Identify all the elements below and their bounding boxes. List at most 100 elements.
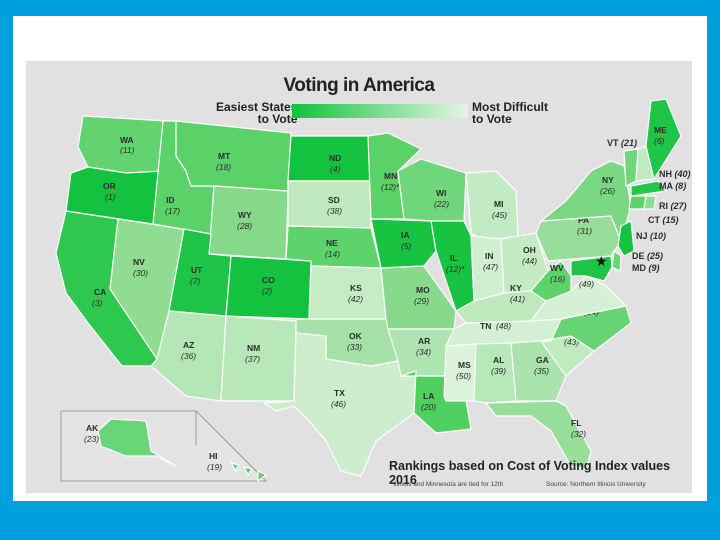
svg-text:(48): (48) [496,321,511,331]
svg-text:(14): (14) [325,249,340,259]
svg-text:(37): (37) [245,354,260,364]
state-ct[interactable] [628,195,647,210]
state-fl[interactable]: FL (32) [484,400,592,470]
state-hi[interactable]: HI (19) [207,451,268,483]
svg-text:(35): (35) [534,366,549,376]
label-ri: RI (27) [659,201,687,211]
svg-text:(50): (50) [456,371,471,381]
svg-text:(46): (46) [331,399,346,409]
state-ks[interactable]: KS (42) [308,265,387,320]
svg-text:WV: WV [550,263,564,273]
svg-text:MN: MN [384,171,397,181]
svg-text:(31): (31) [577,226,592,236]
state-tx[interactable]: TX (46) [262,332,417,477]
us-map: WA (11) OR (1) CA (3) NV (30) ID (17 [55,98,682,483]
state-ia[interactable]: IA (5) [370,218,437,269]
svg-text:IN: IN [485,251,494,261]
svg-text:OR: OR [103,181,116,191]
state-ny[interactable]: NY (26) [539,160,632,243]
label-vt: VT (21) [607,138,638,148]
state-md[interactable] [570,255,613,282]
state-nm[interactable]: NM (37) [220,315,297,402]
slide-frame: Voting in America Easiest States to Vote… [13,16,707,501]
svg-text:NE: NE [326,238,338,248]
svg-text:TX: TX [334,388,345,398]
state-nd[interactable]: ND (4) [287,135,372,182]
map-title: Voting in America [283,75,435,96]
svg-text:ID: ID [166,195,175,205]
state-co[interactable]: CO (2) [225,255,312,320]
svg-text:(17): (17) [165,206,180,216]
svg-text:CA: CA [94,287,106,297]
svg-text:UT: UT [191,265,203,275]
svg-text:AL: AL [493,355,504,365]
svg-text:PA: PA [578,215,589,225]
svg-text:OH: OH [523,245,536,255]
state-ma[interactable] [630,180,668,197]
svg-text:MT: MT [218,151,231,161]
label-md: MD (9) [632,263,660,273]
svg-text:WA: WA [120,135,134,145]
label-de: DE (25) [632,251,664,261]
svg-text:(29): (29) [414,296,429,306]
state-ga[interactable]: GA (35) [510,340,567,402]
svg-text:CO: CO [262,275,275,285]
svg-text:MI: MI [494,199,503,209]
svg-text:(20): (20) [421,402,436,412]
state-ms[interactable]: MS (50) [443,343,477,402]
label-ct: CT (15) [648,215,679,225]
state-nj[interactable] [617,220,635,257]
state-ak[interactable]: AK (23) [84,418,177,467]
star-icon: ★ [595,253,608,269]
state-me[interactable]: ME (6) [645,98,682,181]
state-mi[interactable]: MI (45) [465,170,519,242]
state-wi[interactable]: WI (22) [397,158,467,222]
svg-text:(3): (3) [92,298,103,308]
svg-text:IL: IL [450,253,458,263]
svg-text:(44): (44) [522,256,537,266]
label-nh: NH (40) [659,169,691,179]
svg-text:TN: TN [480,321,491,331]
label-nj: NJ (10) [636,231,667,241]
svg-text:MS: MS [458,360,471,370]
state-wy[interactable]: WY (28) [208,185,289,260]
state-al[interactable]: AL (39) [473,342,517,404]
svg-text:NM: NM [247,343,260,353]
state-ri[interactable] [643,195,657,210]
svg-text:(34): (34) [416,347,431,357]
svg-text:(18): (18) [216,162,231,172]
svg-text:(45): (45) [492,210,507,220]
svg-text:(5): (5) [401,241,412,251]
svg-text:IA: IA [401,230,410,240]
svg-text:AK: AK [86,423,99,433]
svg-text:(47): (47) [483,262,498,272]
footnote: * Illinois and Minnesota are tied for 12… [389,481,504,488]
svg-text:FL: FL [571,418,581,428]
svg-text:(2): (2) [262,286,273,296]
svg-text:(49): (49) [579,279,594,289]
map-panel: Voting in America Easiest States to Vote… [26,61,692,493]
svg-text:(1): (1) [105,192,116,202]
svg-text:(33): (33) [347,342,362,352]
state-ar[interactable]: AR (34) [387,328,455,377]
svg-text:★: ★ [595,253,608,269]
state-wa[interactable]: WA (11) [77,115,167,174]
svg-text:NY: NY [602,175,614,185]
svg-text:SD: SD [328,195,340,205]
state-mt[interactable]: MT (18) [175,120,292,192]
svg-text:(30): (30) [133,268,148,278]
svg-text:HI: HI [209,451,218,461]
svg-text:AZ: AZ [183,340,194,350]
svg-text:WI: WI [436,188,446,198]
legend-gradient-bar [292,104,468,118]
svg-text:ME: ME [654,125,667,135]
state-pa[interactable]: PA (31) [535,215,622,262]
rankings-subtitle: Rankings based on Cost of Voting Index v… [389,459,671,487]
state-de[interactable] [611,249,622,272]
svg-text:(32): (32) [571,429,586,439]
svg-text:AR: AR [418,336,430,346]
svg-text:KS: KS [350,283,362,293]
state-in[interactable]: IN (47) [470,235,505,302]
state-sd[interactable]: SD (38) [287,180,372,229]
svg-text:(42): (42) [348,294,363,304]
